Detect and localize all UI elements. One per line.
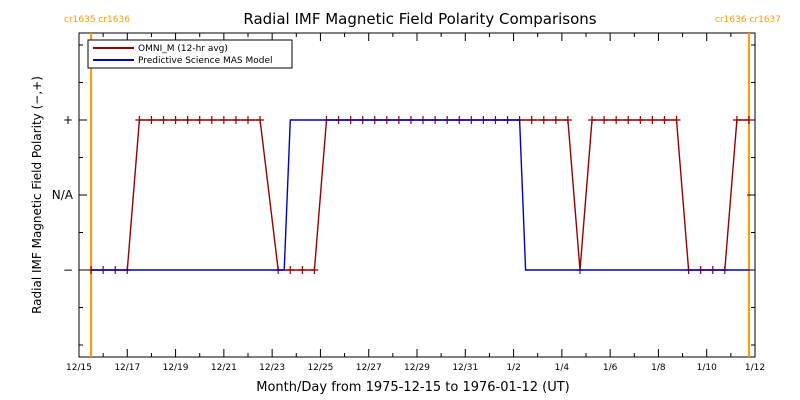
x-tick-label: 12/29 bbox=[404, 363, 430, 373]
data-point bbox=[310, 266, 319, 274]
data-point bbox=[672, 116, 681, 124]
x-tick-label: 1/12 bbox=[745, 363, 765, 373]
x-tick-label: 1/4 bbox=[555, 363, 570, 373]
y-tick-na-label: N/A bbox=[52, 188, 74, 202]
data-point bbox=[612, 116, 621, 124]
data-point bbox=[195, 116, 204, 124]
y-tick-minus-label: − bbox=[63, 263, 73, 277]
data-point bbox=[732, 116, 741, 124]
data-point bbox=[286, 266, 295, 274]
data-point bbox=[207, 116, 216, 124]
data-point bbox=[527, 116, 536, 124]
x-tick-label: 12/21 bbox=[211, 363, 237, 373]
data-point bbox=[588, 116, 597, 124]
x-tick-label: 1/10 bbox=[697, 363, 717, 373]
data-point bbox=[648, 116, 657, 124]
data-point bbox=[147, 116, 156, 124]
data-point bbox=[298, 266, 307, 274]
data-point bbox=[256, 116, 265, 124]
data-point bbox=[159, 116, 168, 124]
series-line-2 bbox=[91, 119, 749, 271]
data-point bbox=[539, 116, 548, 124]
x-tick-label: 12/17 bbox=[114, 363, 140, 373]
x-tick-label: 12/31 bbox=[452, 363, 478, 373]
data-point bbox=[600, 116, 609, 124]
x-tick-label: 12/25 bbox=[307, 363, 333, 373]
carrington-label-1: cr1635 cr1636 bbox=[64, 15, 130, 25]
legend-label-omni: OMNI_M (12-hr avg) bbox=[138, 44, 228, 54]
axes: − N/A +12/15 12/17 12/19 12/21 12/23 12/25 12/27… bbox=[52, 33, 765, 373]
data-point bbox=[219, 116, 228, 124]
data-point bbox=[551, 116, 560, 124]
x-tick-label: 12/27 bbox=[356, 363, 382, 373]
legend: OMNI_M (12-hr avg) Predictive Science MA… bbox=[87, 39, 293, 69]
data-point bbox=[183, 116, 192, 124]
chart-title: Radial IMF Magnetic Field Polarity Compa… bbox=[243, 10, 596, 28]
data-point bbox=[563, 116, 572, 124]
x-tick-label: 1/8 bbox=[651, 363, 666, 373]
data-point bbox=[744, 116, 753, 124]
legend-box bbox=[87, 39, 293, 69]
x-tick-label: 12/19 bbox=[163, 363, 189, 373]
x-tick-label: 12/23 bbox=[259, 363, 285, 373]
x-axis-label: Month/Day from 1975-12-15 to 1976-01-12 … bbox=[256, 380, 569, 395]
y-axis-label: Radial IMF Magnetic Field Polarity (−,+) bbox=[30, 76, 44, 314]
data-point bbox=[135, 116, 144, 124]
x-tick-label: 1/6 bbox=[603, 363, 618, 373]
y-tick-plus-label: + bbox=[63, 113, 73, 127]
data-point bbox=[244, 116, 252, 124]
x-tick-label: 1/2 bbox=[506, 363, 520, 373]
data-point bbox=[171, 116, 180, 124]
data-point bbox=[660, 116, 669, 124]
data-point bbox=[231, 116, 240, 124]
data-point bbox=[636, 116, 645, 124]
series-layer bbox=[87, 116, 753, 274]
legend-label-mas: Predictive Science MAS Model bbox=[138, 56, 273, 66]
carrington-label-2: cr1636 cr1637 bbox=[715, 15, 781, 25]
data-point bbox=[624, 116, 633, 124]
x-tick-label: 12/15 bbox=[66, 363, 92, 373]
